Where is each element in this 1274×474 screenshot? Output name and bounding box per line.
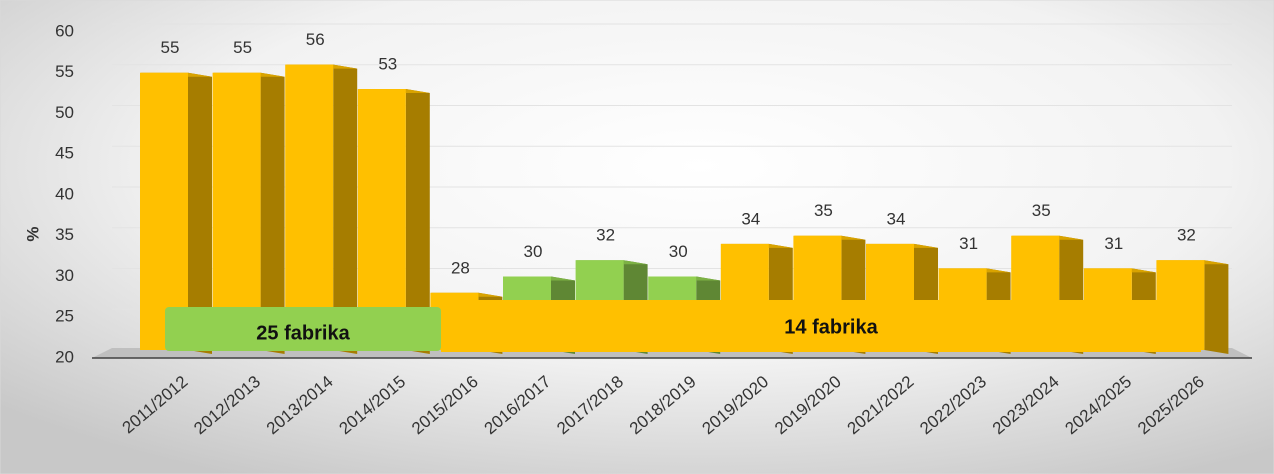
y-tick-label: 45 <box>55 144 74 163</box>
y-tick-label: 30 <box>55 266 74 285</box>
value-label: 34 <box>887 209 906 228</box>
y-tick-label: 20 <box>55 347 74 366</box>
value-label: 31 <box>1104 234 1123 253</box>
value-label: 31 <box>959 234 978 253</box>
value-label: 55 <box>161 38 180 57</box>
bar-side <box>1204 260 1229 354</box>
bar-side <box>405 89 430 355</box>
annotation-box <box>441 300 1201 352</box>
y-tick-label: 60 <box>55 21 74 40</box>
y-tick-label: 55 <box>55 62 74 81</box>
value-label: 35 <box>1032 201 1051 220</box>
y-tick-label: 25 <box>55 307 74 326</box>
bar-side <box>260 72 285 354</box>
y-tick-label: 50 <box>55 103 74 122</box>
bar <box>357 89 430 355</box>
annotation: 14 fabrika <box>784 316 878 338</box>
bar-side <box>333 64 358 354</box>
value-label: 55 <box>233 38 252 57</box>
value-label: 32 <box>596 226 615 245</box>
bar-side <box>188 72 212 354</box>
bar-front <box>357 89 406 351</box>
bar <box>140 72 212 354</box>
y-tick-label: 40 <box>55 184 74 203</box>
bar-front <box>212 72 261 350</box>
value-label: 34 <box>741 209 760 228</box>
value-label: 56 <box>306 30 325 49</box>
bar-front <box>285 64 334 350</box>
bar <box>285 64 358 354</box>
bar-front <box>140 72 188 350</box>
y-axis-label: % <box>23 226 42 241</box>
value-label: 32 <box>1177 226 1196 245</box>
value-label: 53 <box>378 55 397 74</box>
value-label: 28 <box>451 258 470 277</box>
value-label: 35 <box>814 201 833 220</box>
value-label: 30 <box>524 242 543 261</box>
annotation: 25 fabrika <box>256 322 350 344</box>
y-tick-label: 35 <box>55 225 74 244</box>
annotation-box <box>165 307 441 351</box>
bar <box>212 72 285 354</box>
value-label: 30 <box>669 242 688 261</box>
